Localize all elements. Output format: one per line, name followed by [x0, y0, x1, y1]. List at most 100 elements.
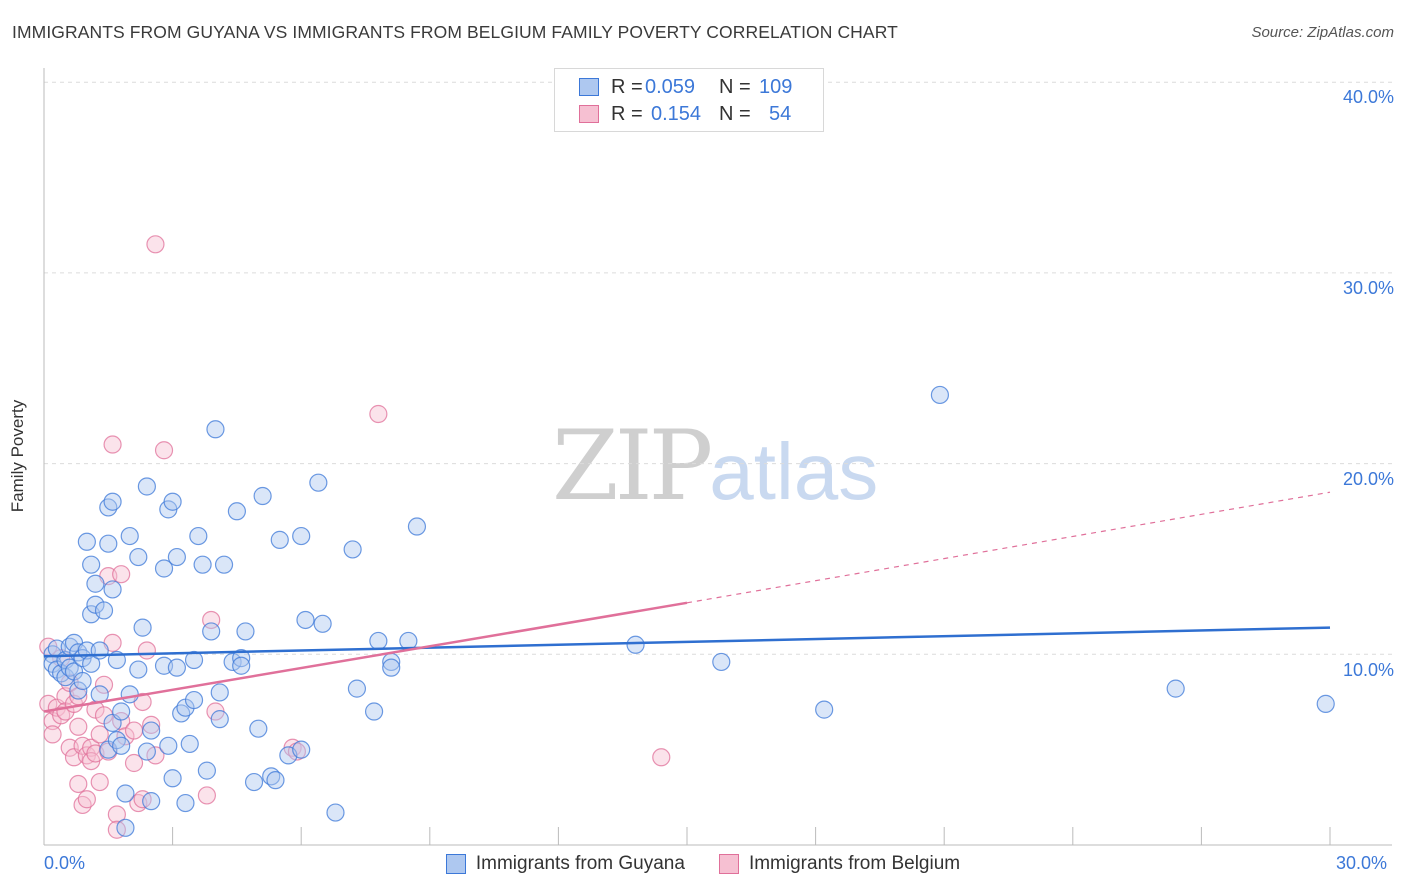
data-point	[107, 805, 126, 824]
data-point	[103, 492, 122, 511]
data-point	[197, 761, 216, 780]
data-point	[94, 601, 114, 620]
data-point	[176, 793, 195, 813]
data-point	[1166, 679, 1185, 698]
data-point	[90, 641, 109, 660]
data-point	[137, 641, 156, 660]
n-label: N =	[719, 75, 751, 98]
data-point	[364, 702, 384, 721]
r-value: 0.154	[651, 102, 702, 125]
data-point	[193, 555, 212, 574]
data-point	[347, 679, 367, 698]
data-point	[163, 492, 182, 511]
data-point	[142, 715, 161, 734]
data-point	[369, 631, 388, 651]
series-guyana-points	[43, 385, 1335, 837]
trend-lines	[43, 491, 1331, 713]
data-point	[90, 725, 109, 744]
series-belgium-points	[39, 235, 671, 839]
n-value: 54	[769, 102, 792, 125]
data-point	[116, 818, 135, 837]
data-point	[326, 803, 345, 822]
data-point	[236, 622, 255, 641]
data-point	[112, 565, 131, 584]
data-point	[112, 736, 131, 755]
y-tick-label: 30.0%	[1342, 278, 1394, 298]
stats-row-guyana: R = 0.059 N = 109	[579, 75, 833, 99]
data-point	[43, 725, 62, 744]
data-point	[202, 622, 221, 641]
guyana-swatch	[445, 854, 466, 874]
data-point	[99, 534, 118, 553]
data-point	[210, 710, 229, 729]
r-label: R =	[611, 102, 643, 125]
data-point	[133, 618, 152, 637]
data-point	[167, 658, 186, 677]
data-point	[930, 385, 950, 405]
data-point	[82, 555, 101, 574]
data-point	[626, 635, 645, 654]
guyana-swatch	[579, 78, 599, 96]
data-point	[313, 614, 332, 633]
data-point	[103, 580, 122, 599]
data-point	[309, 473, 328, 492]
data-point	[77, 790, 96, 809]
data-point	[249, 719, 268, 738]
data-point	[137, 742, 156, 761]
data-point	[184, 690, 204, 710]
data-point	[184, 650, 204, 670]
data-point	[146, 235, 165, 254]
x-tick-label: 0.0%	[44, 853, 86, 873]
series-legend: Immigrants from Guyana Immigrants from B…	[0, 850, 1406, 878]
data-point	[180, 734, 199, 754]
data-point	[407, 517, 427, 536]
trend-line-guyana	[43, 626, 1331, 658]
data-point	[712, 652, 731, 672]
data-point	[1316, 694, 1335, 713]
data-point	[189, 526, 208, 546]
y-axis-label: Family Poverty	[8, 399, 27, 513]
y-tick-label: 20.0%	[1342, 469, 1394, 489]
y-tick-label: 40.0%	[1342, 87, 1394, 107]
data-point	[94, 675, 114, 694]
data-point	[137, 477, 156, 496]
data-point	[90, 772, 109, 792]
y-tick-label: 10.0%	[1342, 660, 1394, 680]
grid-lines	[44, 81, 1392, 655]
data-point	[244, 772, 264, 792]
data-point	[232, 649, 251, 668]
r-value: 0.059	[645, 75, 696, 98]
data-point	[197, 786, 216, 805]
data-point	[206, 420, 225, 439]
data-point	[210, 683, 229, 702]
data-point	[73, 671, 92, 691]
data-point	[369, 404, 388, 424]
data-point	[120, 685, 139, 704]
data-point	[223, 652, 242, 672]
data-point	[227, 502, 246, 521]
data-point	[159, 736, 178, 755]
data-point	[296, 610, 315, 630]
x-tick-label: 30.0%	[1336, 853, 1388, 873]
data-point	[382, 658, 401, 677]
data-point	[142, 721, 161, 740]
data-point	[214, 555, 234, 574]
data-point	[116, 784, 135, 803]
data-point	[815, 700, 834, 719]
legend-item-guyana[interactable]: Immigrants from Guyana	[445, 850, 685, 878]
stats-legend: R = 0.059 N = 109 R = 0.154 N = 54	[554, 68, 824, 132]
data-point	[39, 694, 58, 713]
data-point	[270, 530, 289, 549]
data-point	[343, 540, 362, 559]
data-point	[112, 702, 131, 721]
data-point	[253, 486, 272, 506]
data-point	[77, 532, 96, 551]
data-point	[124, 753, 144, 773]
data-point	[69, 681, 88, 700]
data-point	[129, 660, 148, 679]
data-point	[86, 574, 105, 593]
data-point	[154, 559, 174, 578]
data-point	[69, 717, 88, 736]
legend-item-belgium[interactable]: Immigrants from Belgium	[718, 850, 960, 878]
